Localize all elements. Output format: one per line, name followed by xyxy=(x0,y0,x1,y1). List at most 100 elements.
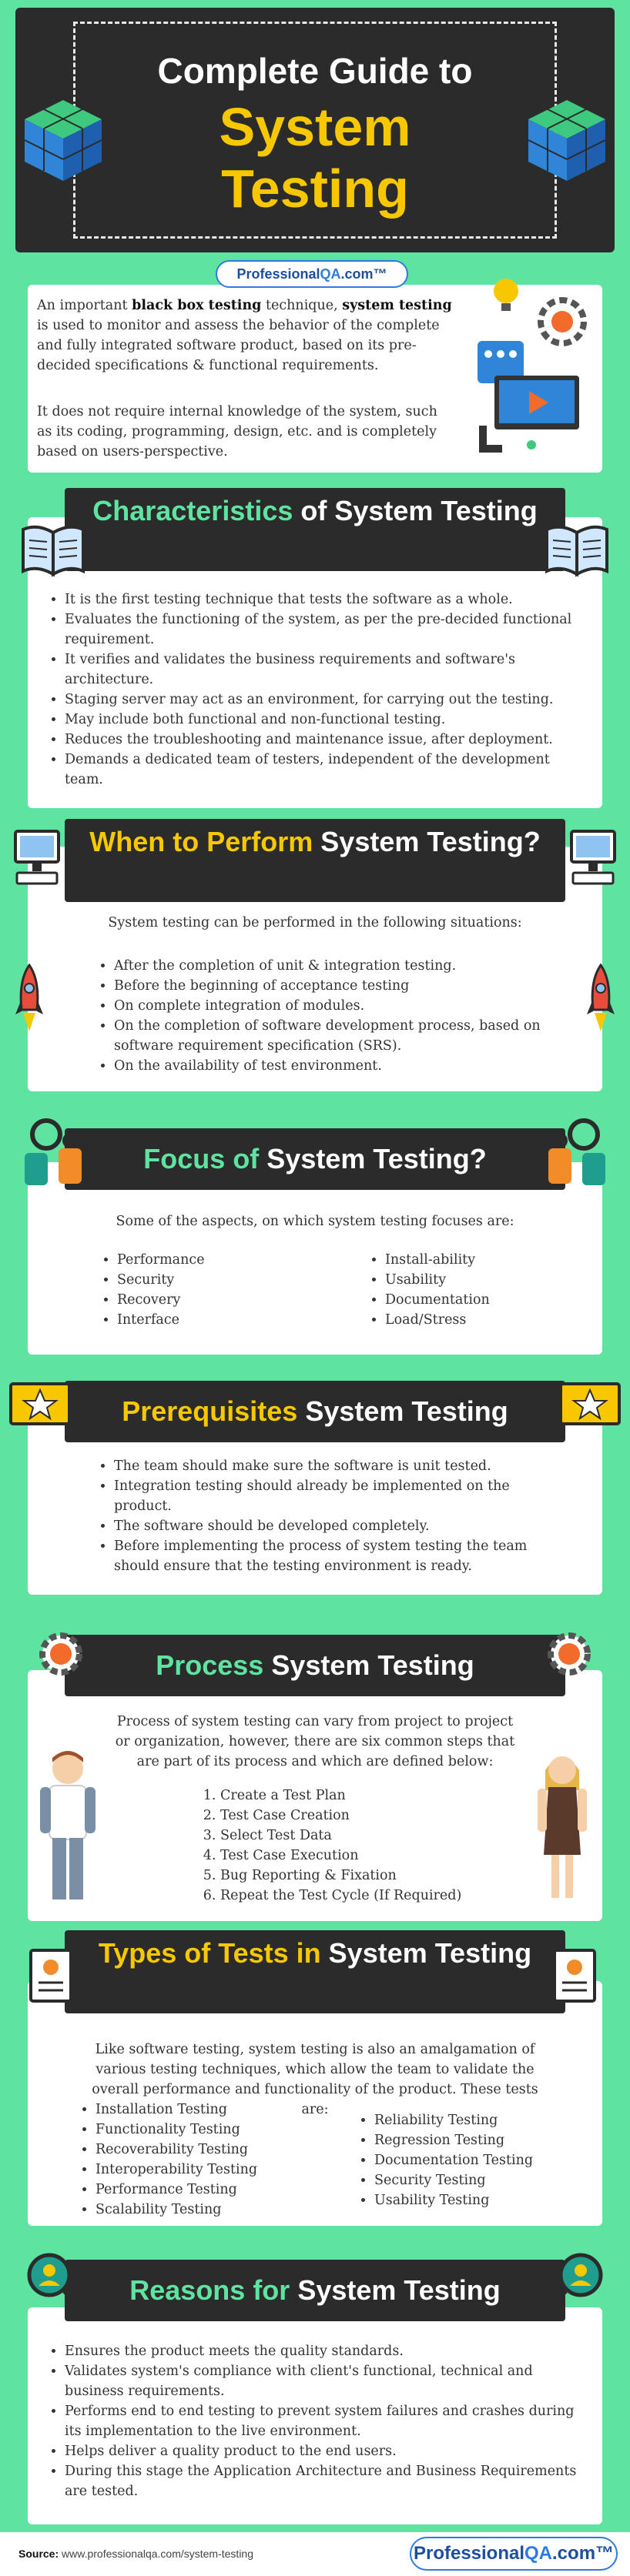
prereq-list: The team should make sure the software i… xyxy=(114,1456,568,1576)
list-item: Reduces the troubleshooting and maintena… xyxy=(65,730,588,750)
star-ticket-icon-right xyxy=(559,1382,621,1425)
process-step: Test Case Creation xyxy=(220,1806,498,1826)
list-item: May include both functional and non-func… xyxy=(65,710,588,730)
title-line3: Testing xyxy=(221,159,409,219)
footer-logo[interactable]: ProfessionalQA.com™ xyxy=(410,2537,618,2571)
list-item: Performs end to end testing to prevent s… xyxy=(65,2401,588,2441)
list-item: After the completion of unit & integrati… xyxy=(114,956,545,976)
list-item: Performance xyxy=(117,1250,333,1270)
list-item: Interoperability Testing xyxy=(96,2160,342,2180)
process-step: Bug Reporting & Fixation xyxy=(220,1866,498,1886)
reasons-card: Ensures the product meets the quality st… xyxy=(28,2307,602,2524)
document-certificate-icon-right xyxy=(553,1949,596,2003)
woman-illustration-icon xyxy=(538,1756,587,1898)
process-step: Test Case Execution xyxy=(220,1846,498,1866)
open-book-icon-right xyxy=(545,525,608,577)
intro-card: An important black box testing technique… xyxy=(28,279,602,473)
title-line2: System xyxy=(219,97,411,157)
star-ticket-icon-left xyxy=(9,1382,71,1425)
computer-icon-left xyxy=(14,830,60,885)
title-line1: Complete Guide to xyxy=(157,51,473,91)
reasons-list: Ensures the product meets the quality st… xyxy=(65,2341,588,2501)
gear-icon-right xyxy=(548,1632,591,1676)
process-intro: Process of system testing can vary from … xyxy=(115,1714,515,1769)
list-item: Evaluates the functioning of the system,… xyxy=(65,610,588,650)
types-card: Like software testing, system testing is… xyxy=(28,1981,602,2226)
list-item: The software should be developed complet… xyxy=(114,1516,568,1536)
list-item: Performance Testing xyxy=(96,2180,342,2200)
focus-people-icon-right xyxy=(548,1118,605,1185)
magnifier-person-icon-left xyxy=(27,2253,85,2310)
types-heading: Types of Tests in System Testing xyxy=(65,1930,565,2013)
list-item: Security Testing xyxy=(374,2170,598,2190)
list-item: Before the beginning of acceptance testi… xyxy=(114,976,545,996)
list-item: Interface xyxy=(117,1310,333,1330)
list-item: It verifies and validates the business r… xyxy=(65,650,588,690)
list-item: Demands a dedicated team of testers, ind… xyxy=(65,750,588,790)
process-step: Create a Test Plan xyxy=(220,1786,498,1806)
focus-intro: Some of the aspects, on which system tes… xyxy=(116,1214,514,1229)
list-item: During this stage the Application Archit… xyxy=(65,2461,588,2501)
list-item: It is the first testing technique that t… xyxy=(65,590,588,610)
footer: Source: www.professionalqa.com/system-te… xyxy=(0,2532,630,2576)
process-card: Process of system testing can vary from … xyxy=(28,1670,602,1921)
process-step: Repeat the Test Cycle (If Required) xyxy=(220,1886,498,1906)
process-step: Select Test Data xyxy=(220,1826,498,1846)
list-item: Installation Testing xyxy=(96,2100,342,2120)
list-item: Before implementing the process of syste… xyxy=(114,1536,568,1576)
types-list-right: Reliability Testing Regression Testing D… xyxy=(374,2110,598,2210)
cube-icon-right xyxy=(528,100,606,181)
rocket-icon-left xyxy=(15,964,43,1031)
list-item: Recoverability Testing xyxy=(96,2140,342,2160)
devices-illustration-icon xyxy=(478,279,587,453)
intro-paragraph-2: It does not require internal knowledge o… xyxy=(37,404,437,459)
focus-heading: Focus of System Testing? xyxy=(65,1128,565,1190)
types-intro: Like software testing, system testing is… xyxy=(92,2042,538,2117)
list-item: On the availability of test environment. xyxy=(114,1056,545,1076)
list-item: Security xyxy=(117,1270,333,1290)
intro-paragraph-1: An important black box testing technique… xyxy=(37,298,452,373)
process-heading: Process System Testing xyxy=(65,1635,565,1696)
list-item: Usability xyxy=(385,1270,585,1290)
list-item: Validates system's compliance with clien… xyxy=(65,2361,588,2401)
focus-list-left: Performance Security Recovery Interface xyxy=(117,1250,333,1330)
rocket-icon-right xyxy=(587,964,615,1031)
list-item: Integration testing should already be im… xyxy=(114,1476,568,1516)
list-item: Functionality Testing xyxy=(96,2120,342,2140)
list-item: Ensures the product meets the quality st… xyxy=(65,2341,588,2361)
focus-card: Some of the aspects, on which system tes… xyxy=(28,1162,602,1355)
characteristics-heading: Characteristics of System Testing xyxy=(65,488,565,571)
professionalqa-logo[interactable]: ProfessionalQA.com™ xyxy=(216,260,408,288)
list-item: Recovery xyxy=(117,1290,333,1310)
computer-icon-right xyxy=(570,830,616,885)
header-banner: Complete Guide to System Testing xyxy=(15,8,615,252)
list-item: Documentation Testing xyxy=(374,2150,598,2170)
list-item: Load/Stress xyxy=(385,1310,585,1330)
list-item: Helps deliver a quality product to the e… xyxy=(65,2441,588,2461)
list-item: The team should make sure the software i… xyxy=(114,1456,568,1476)
list-item: Install-ability xyxy=(385,1250,585,1270)
magnifier-person-icon-right xyxy=(545,2253,603,2310)
list-item: Staging server may act as an environment… xyxy=(65,690,588,710)
list-item: On the completion of software developmen… xyxy=(114,1016,545,1056)
list-item: Regression Testing xyxy=(374,2130,598,2150)
list-item: Usability Testing xyxy=(374,2190,598,2210)
source-text: Source: www.professionalqa.com/system-te… xyxy=(18,2548,253,2560)
document-certificate-icon-left xyxy=(29,1949,72,2003)
when-list: After the completion of unit & integrati… xyxy=(114,956,545,1076)
types-list-left: Installation Testing Functionality Testi… xyxy=(96,2100,342,2220)
process-steps: Create a Test Plan Test Case Creation Se… xyxy=(220,1786,498,1906)
source-link[interactable]: www.professionalqa.com/system-testing xyxy=(59,2548,253,2560)
list-item: On complete integration of modules. xyxy=(114,996,545,1016)
characteristics-list: It is the first testing technique that t… xyxy=(65,590,588,790)
man-illustration-icon xyxy=(40,1751,96,1899)
gear-icon-left xyxy=(39,1632,82,1676)
focus-list-right: Install-ability Usability Documentation … xyxy=(385,1250,585,1330)
focus-people-icon-left xyxy=(25,1118,82,1185)
prereq-heading: Prerequisites System Testing xyxy=(65,1381,565,1442)
cube-icon-left xyxy=(24,100,102,181)
when-intro: System testing can be performed in the f… xyxy=(108,915,522,931)
list-item: Scalability Testing xyxy=(96,2200,342,2220)
open-book-icon-left xyxy=(22,525,85,577)
list-item: Reliability Testing xyxy=(374,2110,598,2130)
